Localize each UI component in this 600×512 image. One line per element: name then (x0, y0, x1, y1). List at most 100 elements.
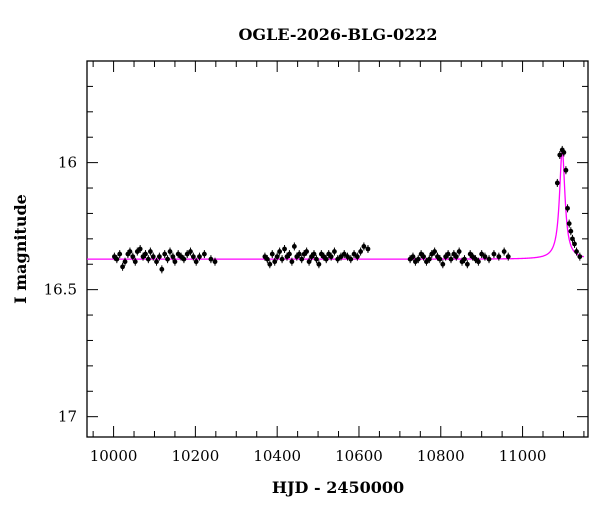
data-point (445, 251, 451, 257)
data-point (274, 254, 280, 260)
data-point (291, 244, 297, 249)
data-point (145, 256, 151, 262)
data-point (557, 152, 563, 158)
data-point (122, 259, 128, 265)
x-tick-label: 11000 (499, 447, 547, 465)
x-tick-label: 10400 (253, 447, 301, 465)
data-point (167, 249, 173, 254)
data-point (267, 261, 273, 267)
data-point (505, 254, 511, 260)
data-point (482, 254, 488, 260)
data-point (348, 256, 354, 262)
data-point (114, 256, 120, 262)
y-tick-label: 17 (58, 408, 77, 426)
x-axis-label: HJD - 2450000 (272, 478, 404, 497)
data-point (188, 249, 193, 254)
data-point (570, 236, 575, 242)
x-axis-ticks: 10000 10200 10400 10600 10800 11000 (90, 61, 585, 465)
data-point (170, 254, 176, 260)
data-points (112, 145, 583, 274)
data-point (421, 254, 426, 260)
data-point (453, 254, 459, 260)
data-point (143, 251, 148, 257)
y-tick-label: 16.5 (44, 281, 77, 299)
data-point (304, 249, 310, 254)
plot-frame (86, 60, 589, 438)
data-point (316, 261, 322, 267)
data-point (277, 249, 283, 254)
data-point (464, 261, 470, 267)
data-point (486, 256, 492, 262)
data-point (117, 251, 123, 257)
data-point (282, 246, 287, 252)
data-point (197, 254, 202, 260)
data-point (272, 259, 278, 265)
data-point (190, 254, 196, 260)
data-point (120, 264, 125, 270)
data-point (432, 249, 438, 254)
data-point (577, 254, 583, 260)
data-point (150, 254, 156, 260)
data-point (554, 180, 560, 186)
data-point (154, 259, 159, 265)
data-point (561, 150, 567, 155)
data-point (574, 249, 579, 254)
data-point (269, 251, 275, 257)
data-point (289, 259, 295, 265)
data-point (338, 254, 344, 260)
x-tick-label: 10800 (417, 447, 465, 465)
data-point (415, 256, 421, 262)
data-point (341, 251, 347, 257)
data-point (496, 254, 502, 260)
data-point (332, 249, 337, 254)
data-point (279, 256, 285, 262)
data-point (306, 259, 312, 265)
y-tick-label: 16 (58, 154, 77, 172)
data-point (440, 261, 446, 267)
data-point (137, 246, 143, 252)
data-point (132, 259, 138, 265)
data-point (572, 241, 577, 247)
data-point (201, 251, 207, 257)
data-point (165, 256, 170, 262)
data-point (335, 256, 341, 262)
data-point (563, 167, 569, 173)
data-point (264, 256, 270, 262)
data-point (193, 259, 199, 265)
data-point (354, 254, 360, 260)
data-point (365, 246, 371, 252)
data-point (184, 251, 190, 257)
data-point (475, 259, 481, 265)
data-point (351, 251, 357, 257)
data-point (491, 251, 497, 257)
chart-title: OGLE-2026-BLG-0222 (238, 25, 437, 44)
data-point (208, 256, 214, 262)
data-point (181, 256, 187, 262)
data-point (299, 256, 305, 262)
data-point (426, 256, 432, 262)
data-point (212, 259, 218, 265)
data-point (568, 228, 574, 234)
data-point (323, 256, 329, 262)
data-point (287, 251, 292, 257)
data-point (437, 256, 443, 262)
data-point (328, 254, 334, 260)
x-tick-label: 10200 (172, 447, 220, 465)
data-point (456, 249, 462, 254)
data-point (127, 249, 133, 254)
data-point (501, 249, 507, 254)
y-axis-label: I magnitude (11, 194, 30, 304)
data-point (462, 256, 467, 262)
y-axis-ticks: 16 16.5 17 (44, 60, 588, 426)
data-point (147, 249, 153, 254)
model-fit-curve (87, 149, 585, 260)
data-point (410, 254, 416, 260)
data-point (565, 205, 570, 211)
data-point (361, 244, 367, 249)
data-point (479, 251, 485, 257)
data-point (314, 256, 319, 262)
data-point (311, 251, 317, 257)
data-point (566, 221, 572, 226)
x-tick-label: 10600 (335, 447, 383, 465)
data-point (345, 254, 350, 260)
